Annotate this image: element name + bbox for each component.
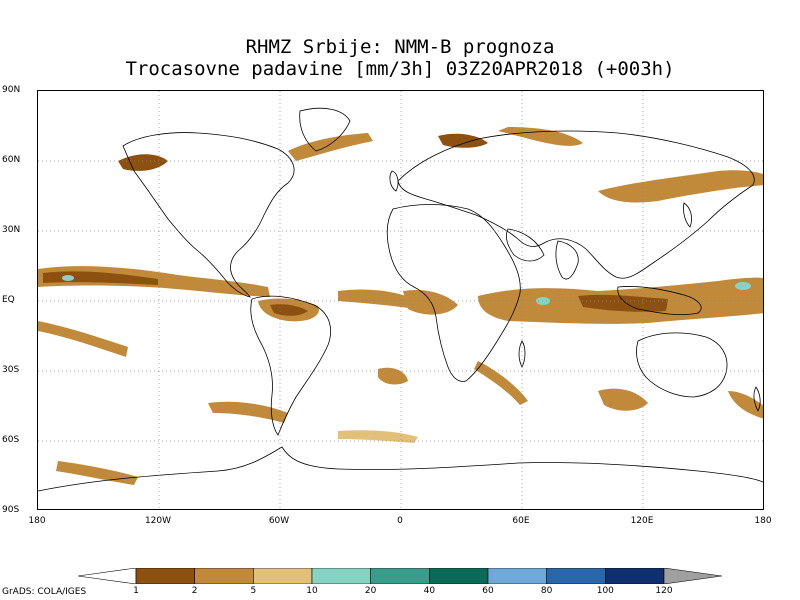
precip-north-atlantic [288, 133, 373, 161]
precip-equatorial-africa [403, 289, 458, 315]
coastlines [38, 107, 763, 492]
lat-label-60s: 60S [2, 435, 20, 445]
precip-southern-africa [474, 361, 528, 405]
lat-label-60n: 60N [2, 155, 21, 165]
colorbar-high-end [663, 568, 722, 584]
colorbar-bin-3 [253, 568, 313, 584]
colorbar [78, 568, 722, 584]
coast-greenland [299, 107, 351, 152]
lat-label-90s: 90S [2, 505, 20, 515]
precip-russia-arc [498, 127, 583, 146]
coast-eurasia [397, 130, 755, 279]
lat-label-eq: EQ [2, 295, 15, 305]
colorbar-label-100: 100 [596, 586, 614, 596]
colorbar-bin-4 [311, 568, 371, 584]
lon-label-60e: 60E [512, 516, 530, 526]
precip-cell-west-pacific-teal [735, 282, 751, 290]
precip-south-indian [598, 388, 648, 411]
lat-label-90n: 90N [2, 85, 21, 95]
coast-new-zealand [753, 386, 761, 412]
colorbar-bin-5 [370, 568, 430, 584]
map-panel [37, 90, 764, 510]
colorbar-label-10: 10 [306, 586, 318, 596]
lon-label-180w: 180 [28, 516, 46, 526]
colorbar-bin-7 [487, 568, 547, 584]
precip-tasman [728, 391, 763, 419]
coast-japan [683, 202, 692, 228]
precip-band-east-pacific-core [43, 271, 158, 285]
map-title-line2: Trocasovne padavine [mm/3h] 03Z20APR2018… [125, 58, 675, 80]
precip-scandinavia [438, 133, 488, 148]
map-svg [38, 91, 763, 509]
precip-south-atlantic-blob [378, 367, 408, 385]
precip-southern-ocean-center [338, 430, 418, 443]
precip-maritime-continent-core [578, 294, 668, 312]
colorbar-label-1: 1 [133, 586, 139, 596]
precip-band-atlantic [338, 289, 418, 309]
precip-south-atlantic [208, 401, 288, 423]
lat-label-30n: 30N [2, 225, 21, 235]
precip-northwest-pacific [598, 170, 763, 203]
coast-africa [386, 204, 521, 382]
coast-south-america [250, 295, 331, 436]
colorbar-label-60: 60 [482, 586, 494, 596]
colorbar-low-end [78, 568, 137, 584]
colorbar-bin-8 [546, 568, 606, 584]
coast-india [555, 240, 579, 280]
colorbar-bin-1 [135, 568, 195, 584]
colorbar-bin-2 [194, 568, 254, 584]
colorbar-label-5: 5 [250, 586, 257, 596]
precip-south-pacific [38, 321, 128, 357]
colorbar-label-40: 40 [423, 586, 436, 596]
precip-cell-pacific-teal [62, 275, 74, 281]
colorbar-label-80: 80 [540, 586, 553, 596]
coast-north-america [122, 132, 295, 298]
lat-label-30s: 30S [2, 365, 20, 375]
coast-australia [636, 332, 728, 398]
colorbar-bin-6 [429, 568, 489, 584]
colorbar-label-2: 2 [191, 586, 198, 596]
coast-arabia [506, 228, 545, 262]
coast-maritime-continent [617, 286, 702, 316]
precip-north-pacific [118, 154, 168, 171]
lon-label-120e: 120E [630, 516, 654, 526]
colorbar-label-120: 120 [655, 586, 673, 596]
coast-antarctica [38, 446, 763, 492]
precip-amazon-core [270, 304, 308, 316]
colorbar-bin-9 [605, 568, 665, 584]
lon-label-0: 0 [397, 516, 403, 526]
lon-label-120w: 120W [144, 516, 172, 526]
lon-label-180e: 180 [754, 516, 772, 526]
colorbar-label-20: 20 [364, 586, 377, 596]
credit-text: GrADS: COLA/IGES [2, 587, 87, 597]
map-title-line1: RHMZ Srbije: NMM-B prognoza [245, 36, 555, 58]
lon-label-60w: 60W [268, 516, 290, 526]
coast-uk [389, 170, 399, 192]
